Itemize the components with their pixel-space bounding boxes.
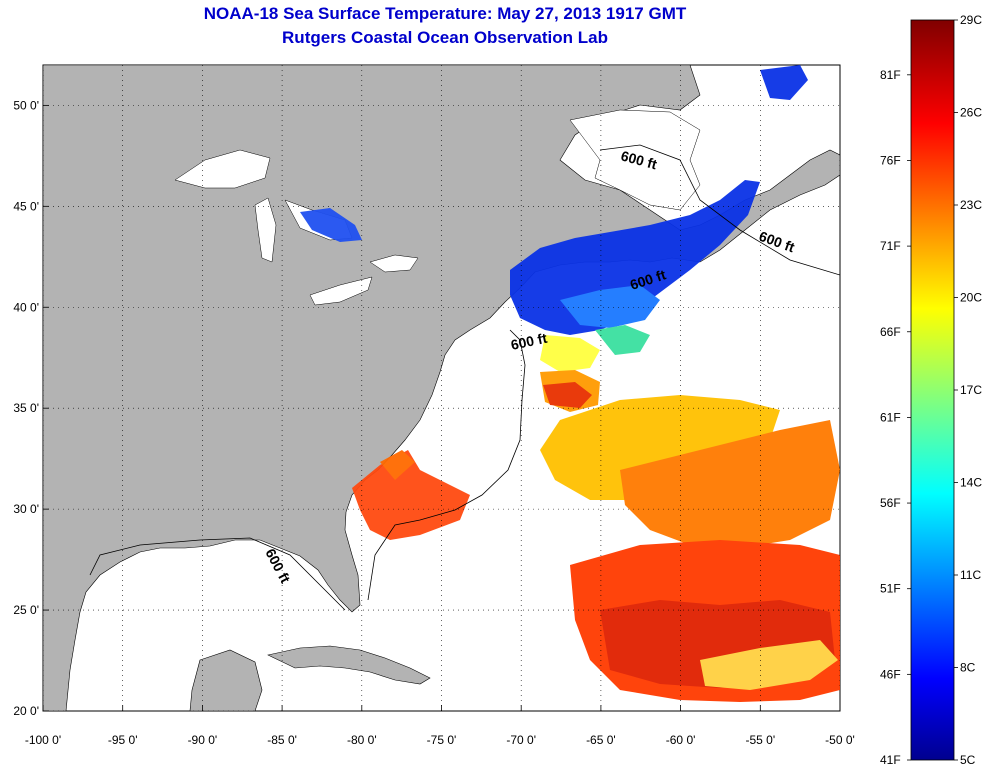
lon-tick-label: -80 0' <box>347 733 377 747</box>
colorbar-label-c: 5C <box>960 753 976 767</box>
colorbar-label-c: 11C <box>960 568 981 582</box>
colorbar-label-f: 41F <box>880 753 901 767</box>
colorbar-label-f: 51F <box>880 582 901 596</box>
contour-label-600ft: 600 ft <box>509 330 548 353</box>
lon-tick-label: -50 0' <box>825 733 855 747</box>
lat-tick-label: 50 0' <box>13 98 39 112</box>
colorbar-label-c: 20C <box>960 291 982 305</box>
colorbar-label-f: 71F <box>880 239 901 253</box>
lon-tick-label: -70 0' <box>506 733 536 747</box>
colorbar-label-c: 23C <box>960 198 982 212</box>
colorbar-label-f: 66F <box>880 325 901 339</box>
lon-tick-labels: -100 0' -95 0' -90 0' -85 0' -80 0' -75 0' -70… <box>25 733 855 747</box>
colorbar <box>910 19 955 761</box>
lon-tick-label: -75 0' <box>427 733 457 747</box>
colorbar-label-f: 76F <box>880 153 901 167</box>
land-yucatan <box>189 649 263 711</box>
lon-tick-label: -90 0' <box>188 733 218 747</box>
isobath-600ft <box>89 144 840 611</box>
colorbar-label-f: 81F <box>880 68 901 82</box>
lat-tick-label: 35 0' <box>13 401 39 415</box>
lat-tick-label: 25 0' <box>13 603 39 617</box>
map-subtitle: Rutgers Coastal Ocean Observation Lab <box>282 28 608 47</box>
land-cuba <box>267 645 431 685</box>
lat-tick-label: 40 0' <box>13 300 39 314</box>
lat-tick-label: 20 0' <box>13 704 39 718</box>
sst-data <box>300 65 840 702</box>
lat-lon-grid <box>42 65 841 712</box>
lon-tick-label: -55 0' <box>745 733 775 747</box>
lon-tick-label: -85 0' <box>267 733 297 747</box>
colorbar-label-f: 46F <box>880 667 901 681</box>
colorbar-label-f: 61F <box>880 410 901 424</box>
lat-tick-label: 30 0' <box>13 502 39 516</box>
colorbar-labels: 29C 26C 23C 20C 17C 14C 11C 8C 5C 81F 76F 71F 66F 61F… <box>880 13 982 767</box>
gulf-st-lawrence <box>569 109 701 211</box>
colorbar-label-c: 29C <box>960 13 982 27</box>
map-title: NOAA-18 Sea Surface Temperature: May 27,… <box>203 4 687 23</box>
lon-tick-label: -65 0' <box>586 733 616 747</box>
lat-tick-label: 45 0' <box>13 199 39 213</box>
colorbar-label-c: 8C <box>960 661 976 675</box>
lon-tick-label: -60 0' <box>666 733 696 747</box>
lon-tick-label: -95 0' <box>108 733 138 747</box>
lat-tick-labels: 20 0' 25 0' 30 0' 35 0' 40 0' 45 0' 50 0' <box>13 98 39 718</box>
colorbar-label-c: 26C <box>960 106 982 120</box>
lon-tick-label: -100 0' <box>25 733 61 747</box>
colorbar-label-c: 14C <box>960 476 982 490</box>
colorbar-label-c: 17C <box>960 383 982 397</box>
colorbar-label-f: 56F <box>880 496 901 510</box>
